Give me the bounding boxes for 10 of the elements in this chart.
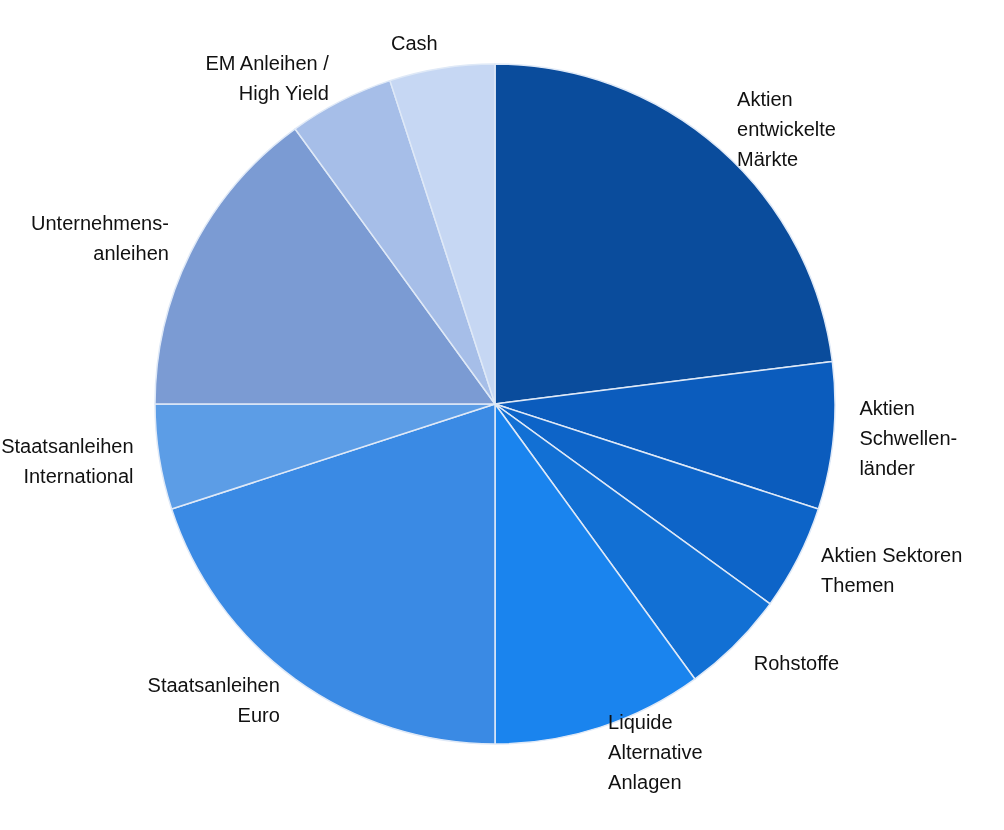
slice-label: Staatsanleihen Euro [147,674,280,727]
slice-label: Liquide Alternative Anlagen [608,711,703,794]
slice-label: Rohstoffe [753,651,840,674]
slice-label: Cash [391,31,438,54]
slice-label: Aktien entwickelte Märkte [737,88,836,171]
slice-label: EM Anleihen / High Yield [205,51,330,104]
slice-label: Staatsanleihen International [1,435,134,488]
slice-label: Aktien Schwellen- länder [859,397,958,480]
slice-label: Aktien Sektoren Themen [821,544,963,597]
slice-label: Unternehmens- anleihen [31,211,169,264]
